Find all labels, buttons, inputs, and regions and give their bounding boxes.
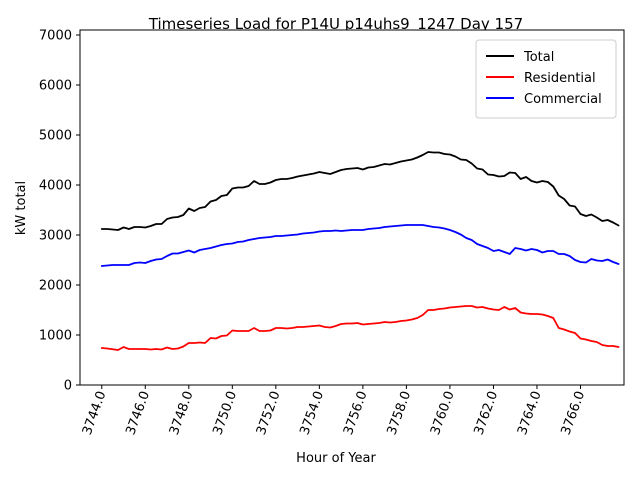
plot-frame — [79, 29, 625, 386]
legend-entry-total: Total — [486, 50, 554, 65]
x-axis-title: Hour of Year — [296, 451, 376, 466]
y-tick-label: 5000 — [39, 129, 72, 144]
legend-label-total: Total — [523, 50, 554, 65]
y-tick-label: 7000 — [39, 29, 72, 44]
series-layer — [100, 151, 620, 351]
y-axis: 0 1000 2000 3000 4000 5000 6000 7000 — [39, 29, 80, 394]
series-line-commercial — [100, 224, 620, 267]
legend-entry-commercial: Commercial — [486, 92, 602, 107]
y-tick-label: 4000 — [39, 179, 72, 194]
y-tick-label: 6000 — [39, 79, 72, 94]
y-tick-label: 0 — [64, 379, 72, 394]
legend: Total Residential Commercial — [475, 39, 617, 119]
legend-label-residential: Residential — [524, 71, 596, 86]
y-tick-label: 2000 — [39, 279, 72, 294]
legend-label-commercial: Commercial — [524, 92, 602, 107]
y-tick-label: 3000 — [39, 229, 72, 244]
series-line-total — [100, 151, 620, 231]
y-tick-label: 1000 — [39, 329, 72, 344]
legend-entry-residential: Residential — [486, 71, 596, 86]
chart-title: Timeseries Load for P14U p14uhs9_1247 Da… — [148, 15, 523, 34]
series-line-residential — [100, 305, 620, 351]
y-axis-title: kW total — [14, 181, 29, 235]
